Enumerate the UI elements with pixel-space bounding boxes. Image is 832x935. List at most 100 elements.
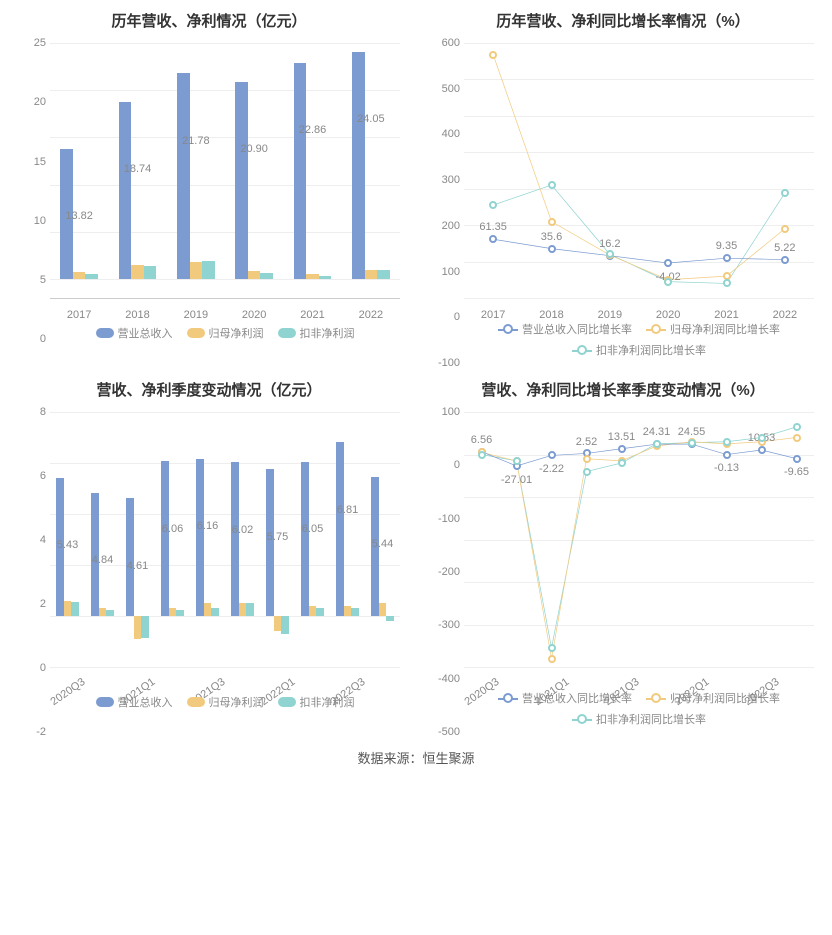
point-value-label: 24.31 [643,426,671,438]
y-tick-label: 0 [424,459,460,471]
bar [351,608,359,616]
plot-area: 5.434.844.616.066.166.025.756.056.815.44 [50,412,400,668]
legend-label: 扣非净利润 [300,325,355,341]
line-marker [723,279,731,287]
point-value-label: -9.65 [784,466,809,478]
legend-label: 扣非净利润同比增长率 [596,342,706,358]
bar [169,608,177,616]
bar [202,261,215,279]
legend-item: 归母净利润 [187,325,264,341]
line-marker [723,451,731,459]
line-marker [548,451,556,459]
x-tick-label: 2019 [184,309,208,321]
y-tick-label: -400 [424,673,460,685]
x-tick-label: 2022 [773,309,797,321]
legend-label: 归母净利润同比增长率 [670,321,780,337]
point-value-label: -27.01 [501,474,532,486]
line-marker [688,439,696,447]
legend-label: 扣非净利润同比增长率 [596,711,706,727]
x-tick-label: 2018 [539,309,563,321]
point-value-label: 13.51 [608,431,636,443]
bar-value-label: 4.84 [92,554,113,566]
bar [309,606,317,616]
plot-area: 13.8218.7421.7820.9022.8624.05 [50,43,400,299]
line-marker [781,225,789,233]
bar-value-label: 18.74 [124,163,152,175]
plot-area: 6.56-27.01-2.222.5213.5124.3124.55-0.131… [464,412,814,668]
legend-item: 归母净利润同比增长率 [646,690,780,706]
legend-swatch [187,697,205,707]
line-marker [793,455,801,463]
y-tick-label: 4 [10,534,46,546]
bar [64,601,72,616]
bar [231,462,239,616]
y-tick-label: 5 [10,274,46,286]
bar [266,469,274,616]
bar [99,608,107,616]
bar [176,610,184,616]
x-tick-label: 2021 [300,309,324,321]
y-tick-label: 2 [10,598,46,610]
line-marker [618,459,626,467]
bar [301,462,309,616]
bar [134,616,142,639]
bar [204,603,212,616]
bar-value-label: 13.82 [65,210,93,222]
point-value-label: 6.56 [471,434,492,446]
line-marker [723,254,731,262]
legend-label: 扣非净利润 [300,694,355,710]
data-source-footer: 数据来源：恒生聚源 [10,748,822,767]
legend-swatch [96,328,114,338]
line-marker [583,455,591,463]
bar [190,262,203,279]
line-marker [548,218,556,226]
bar [144,266,157,279]
bar [177,73,190,279]
bar [294,63,307,279]
y-tick-label: 0 [10,662,46,674]
bar [126,498,134,616]
bar [71,602,79,616]
legend-item: 扣非净利润同比增长率 [572,711,706,727]
chart-title: 历年营收、净利同比增长率情况（%） [424,10,822,31]
line-marker [606,250,614,258]
bar [319,276,332,279]
bar-value-label: 6.06 [162,523,183,535]
bar-value-label: 6.05 [302,523,323,535]
bar [274,616,282,631]
charts-grid: 历年营收、净利情况（亿元） 13.8218.7421.7820.9022.862… [10,10,822,728]
line-marker [478,451,486,459]
bar [344,606,352,616]
bar [131,265,144,279]
panel-br: 营收、净利同比增长率季度变动情况（%） 6.56-27.01-2.222.521… [424,379,822,728]
point-value-label: 2.52 [576,436,597,448]
legend-item: 扣非净利润 [278,694,355,710]
line-marker [513,457,521,465]
line-marker [723,438,731,446]
panel-bl: 营收、净利季度变动情况（亿元） 5.434.844.616.066.166.02… [10,379,408,728]
bar [239,603,247,616]
chart-tl: 13.8218.7421.7820.9022.8624.050510152025… [10,39,408,359]
bar-value-label: 6.81 [337,504,358,516]
bar [235,82,248,279]
point-value-label: -2.22 [539,463,564,475]
line-marker [781,256,789,264]
x-tick-label: 2020 [242,309,266,321]
point-value-label: 35.6 [541,231,562,243]
legend-swatch [646,324,666,334]
legend-item: 扣非净利润同比增长率 [572,342,706,358]
y-tick-label: 500 [424,83,460,95]
chart-title: 历年营收、净利情况（亿元） [10,10,408,31]
line-marker [758,434,766,442]
legend-item: 营业总收入同比增长率 [498,321,632,337]
x-axis-labels: 201720182019202020212022 [464,301,814,321]
bar [119,102,132,279]
bar [377,270,390,279]
legend-item: 营业总收入 [96,694,173,710]
legend-swatch [572,714,592,724]
legend-label: 归母净利润 [209,694,264,710]
bar [141,616,149,638]
point-value-label: -0.13 [714,462,739,474]
bar [211,608,219,616]
legend-item: 营业总收入 [96,325,173,341]
